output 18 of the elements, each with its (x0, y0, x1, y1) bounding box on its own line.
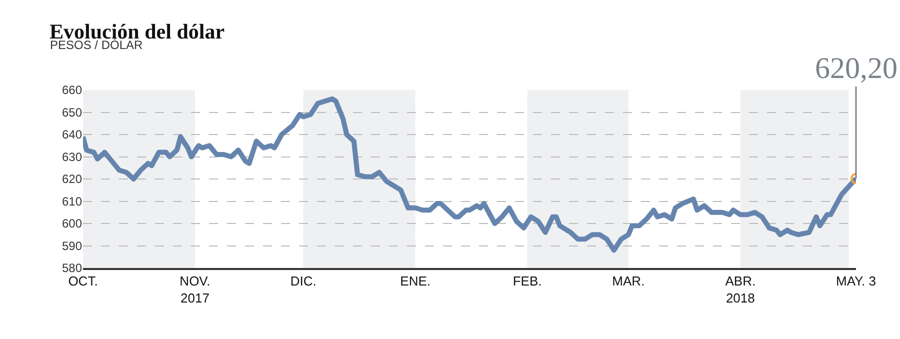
y-tick-label: 620 (62, 172, 82, 186)
y-tick-label: 630 (62, 150, 82, 164)
x-tick-label: ABR. 2018 (725, 274, 756, 306)
y-tick-label: 580 (62, 261, 82, 276)
x-tick-label: OCT. (68, 274, 98, 289)
y-tick-label: 660 (62, 83, 82, 98)
y-tick-label: 650 (62, 105, 82, 120)
annotation: 620,20 (815, 52, 898, 85)
x-tick-label: DIC. (290, 274, 316, 289)
x-tick-label: FEB. (512, 274, 542, 289)
x-tick-label: NOV. 2017 (180, 274, 210, 306)
y-tick-label: 590 (62, 238, 82, 253)
y-tick-label: 640 (62, 128, 82, 142)
y-tick-label: 610 (62, 194, 82, 208)
y-tick-label: 600 (62, 216, 82, 231)
x-tick-label: MAY. 3 (836, 274, 876, 289)
x-tick-label: MAR. (612, 274, 645, 289)
x-tick-label: ENE. (400, 274, 430, 289)
